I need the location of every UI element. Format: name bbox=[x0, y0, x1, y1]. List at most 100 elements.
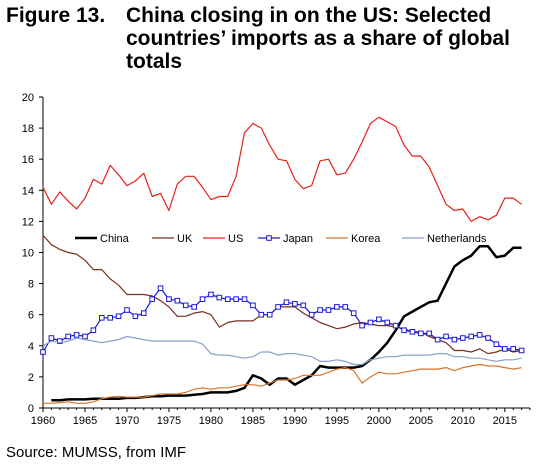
data-point-japan bbox=[216, 294, 223, 301]
data-point-japan bbox=[409, 329, 416, 335]
data-point-japan bbox=[317, 307, 323, 313]
series-line-korea bbox=[43, 363, 522, 404]
data-point-japan bbox=[132, 313, 139, 320]
chart-axes: 0 2 4 6 8 10 12 14 16 18 20 1960 1965 1970 1975 1980 198… bbox=[22, 92, 531, 427]
y-tick-label: 14 bbox=[22, 185, 34, 197]
data-point-japan bbox=[233, 296, 239, 302]
data-point-japan bbox=[250, 302, 256, 309]
data-point-japan bbox=[157, 285, 164, 292]
data-point-japan bbox=[241, 296, 248, 302]
x-tick-label: 1985 bbox=[241, 415, 265, 427]
data-point-japan bbox=[199, 296, 206, 302]
y-tick-label: 6 bbox=[28, 310, 34, 322]
data-point-japan bbox=[460, 335, 466, 341]
y-tick-label: 4 bbox=[28, 341, 34, 353]
data-point-japan bbox=[140, 310, 147, 316]
legend-marker bbox=[266, 235, 272, 241]
data-point-japan bbox=[350, 310, 357, 316]
data-point-japan bbox=[376, 316, 382, 323]
data-point-japan bbox=[73, 332, 80, 338]
data-point-japan bbox=[443, 333, 449, 340]
data-point-japan bbox=[485, 335, 491, 341]
data-point-japan bbox=[434, 336, 441, 343]
legend-label: UK bbox=[177, 233, 193, 245]
data-point-japan bbox=[384, 319, 391, 326]
x-tick-label: 2010 bbox=[451, 415, 475, 427]
data-point-japan bbox=[224, 296, 231, 302]
legend-item-netherlands: Netherlands bbox=[402, 233, 487, 245]
x-tick-label: 1975 bbox=[157, 415, 181, 427]
y-tick-label: 12 bbox=[22, 216, 34, 228]
series-china bbox=[51, 245, 522, 402]
series-uk bbox=[42, 234, 522, 355]
data-point-japan bbox=[451, 336, 458, 343]
legend-item-us: US bbox=[203, 233, 243, 245]
data-point-japan bbox=[283, 299, 290, 306]
x-tick-label: 1970 bbox=[115, 415, 139, 427]
series-us bbox=[42, 116, 522, 222]
legend-label: US bbox=[228, 233, 243, 245]
data-point-japan bbox=[510, 346, 517, 352]
series-korea bbox=[43, 363, 522, 404]
legend-label: China bbox=[100, 233, 130, 245]
data-point-japan bbox=[518, 347, 525, 354]
series-netherlands bbox=[42, 335, 522, 366]
data-point-japan bbox=[275, 304, 281, 310]
figure-title-line-3: totals bbox=[126, 50, 183, 73]
legend-label: Korea bbox=[351, 233, 381, 245]
data-point-japan bbox=[266, 311, 273, 318]
x-tick-label: 1965 bbox=[73, 415, 97, 427]
data-point-japan bbox=[65, 333, 71, 340]
data-point-japan bbox=[308, 311, 315, 318]
series-line-netherlands bbox=[42, 335, 522, 366]
legend-label: Japan bbox=[283, 233, 313, 245]
y-tick-label: 2 bbox=[28, 372, 34, 384]
source-note: Source: MUMSS, from IMF bbox=[6, 444, 187, 461]
data-point-japan bbox=[342, 304, 349, 310]
series-line-japan bbox=[42, 287, 522, 353]
legend-item-china: China bbox=[75, 233, 130, 245]
figure-title-line-2: countries’ imports as a share of global bbox=[126, 27, 510, 50]
data-point-japan bbox=[182, 302, 189, 309]
data-point-japan bbox=[468, 333, 475, 340]
chart-legend: China UK US Japan Korea Netherlands bbox=[75, 233, 487, 245]
data-point-japan bbox=[208, 291, 214, 298]
data-point-japan bbox=[502, 346, 508, 352]
data-point-japan bbox=[191, 304, 197, 310]
data-point-japan bbox=[149, 296, 155, 302]
figure-title: Figure 13. China closing in on the US: Se… bbox=[6, 4, 546, 73]
data-point-japan bbox=[359, 322, 365, 329]
y-tick-label: 0 bbox=[28, 403, 34, 415]
data-point-japan bbox=[56, 338, 63, 344]
legend-item-korea: Korea bbox=[326, 233, 381, 245]
y-tick-label: 10 bbox=[22, 248, 34, 260]
data-point-japan bbox=[367, 319, 374, 326]
data-point-japan bbox=[392, 322, 399, 329]
data-point-japan bbox=[174, 297, 181, 304]
chart-plot-area bbox=[40, 116, 525, 404]
x-tick-label: 1990 bbox=[283, 415, 307, 427]
data-point-japan bbox=[90, 327, 97, 334]
data-point-japan bbox=[166, 296, 172, 302]
data-point-japan bbox=[493, 341, 500, 348]
series-line-china bbox=[51, 245, 522, 402]
data-point-japan bbox=[292, 301, 298, 307]
x-tick-label: 1980 bbox=[199, 415, 223, 427]
data-point-japan bbox=[401, 327, 407, 334]
data-point-japan bbox=[124, 307, 130, 313]
series-japan bbox=[40, 285, 525, 355]
data-point-japan bbox=[98, 315, 105, 321]
legend-item-uk: UK bbox=[152, 233, 193, 245]
data-point-japan bbox=[48, 335, 55, 341]
x-tick-label: 1960 bbox=[31, 415, 55, 427]
data-point-japan bbox=[325, 307, 332, 313]
data-point-japan bbox=[426, 330, 433, 337]
data-point-japan bbox=[476, 332, 483, 338]
data-point-japan bbox=[258, 311, 265, 318]
x-tick-label: 2000 bbox=[367, 415, 391, 427]
data-point-japan bbox=[418, 330, 424, 337]
figure-title-line-1: Figure 13. China closing in on the US: Se… bbox=[6, 4, 546, 27]
y-tick-label: 18 bbox=[22, 123, 34, 135]
legend-label: Netherlands bbox=[427, 233, 487, 245]
